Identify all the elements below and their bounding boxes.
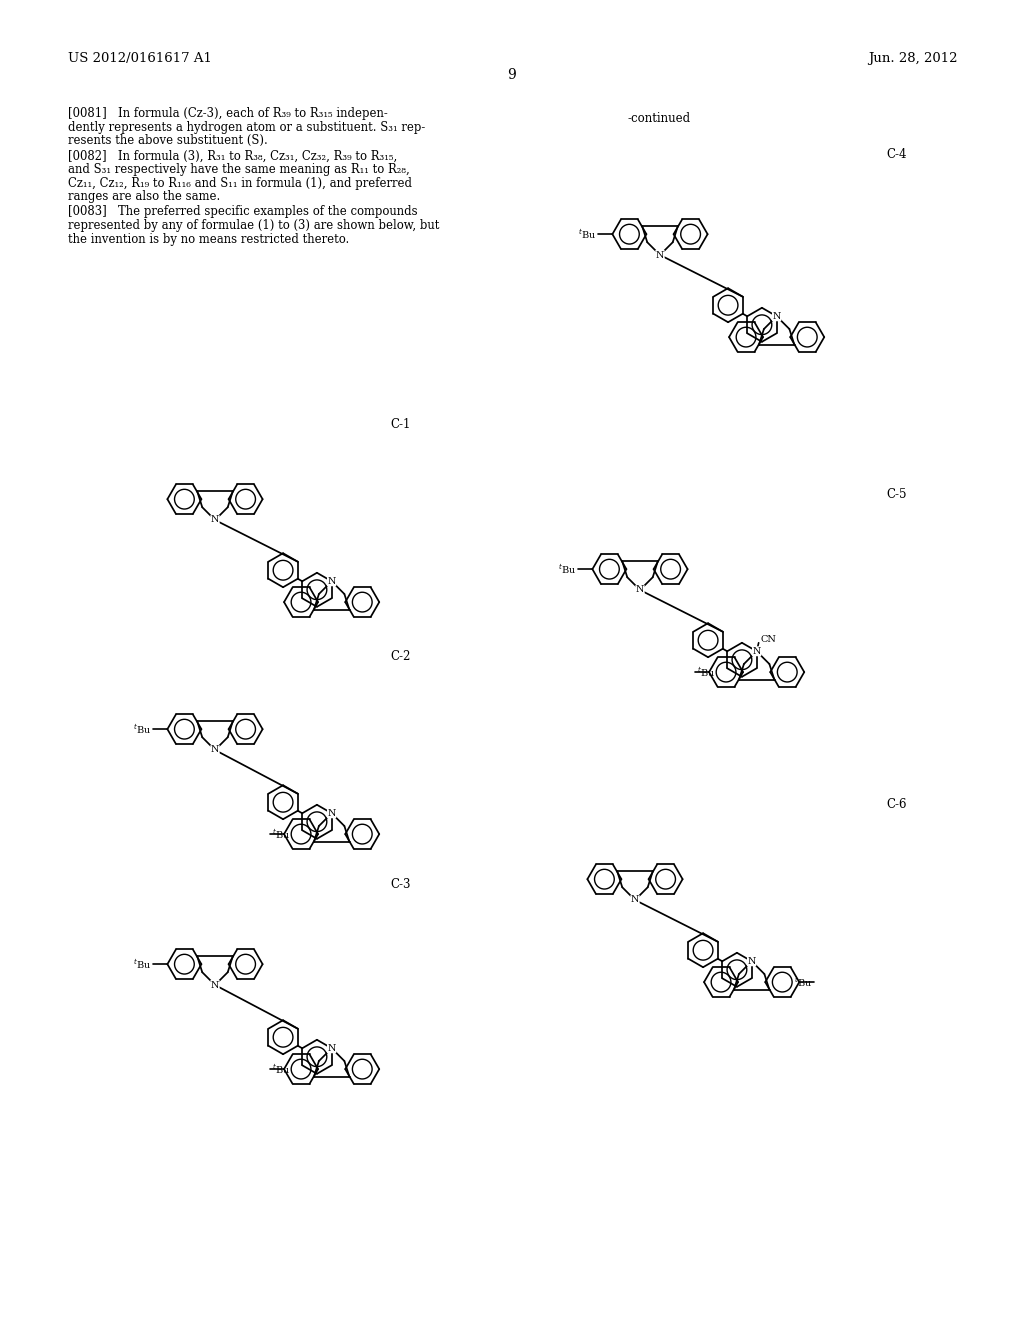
Text: N: N [655,251,665,260]
Text: $^t$Bu: $^t$Bu [696,665,715,678]
Text: Cz₁₁, Cz₁₂, R₁₉ to R₁₁₆ and S₁₁ in formula (1), and preferred: Cz₁₁, Cz₁₂, R₁₉ to R₁₁₆ and S₁₁ in formu… [68,177,412,190]
Text: $^t$Bu: $^t$Bu [794,975,812,989]
Text: C-2: C-2 [390,649,411,663]
Text: C-1: C-1 [390,418,411,432]
Text: N: N [328,809,336,818]
Text: C-5: C-5 [886,488,906,502]
Text: C-4: C-4 [886,148,906,161]
Text: N: N [328,1044,336,1053]
Text: Jun. 28, 2012: Jun. 28, 2012 [868,51,958,65]
Text: and S₃₁ respectively have the same meaning as R₁₁ to R₂₈,: and S₃₁ respectively have the same meani… [68,162,410,176]
Text: $^t$Bu: $^t$Bu [133,957,151,972]
Text: CN: CN [761,635,776,644]
Text: C-3: C-3 [390,878,411,891]
Text: N: N [748,957,756,966]
Text: the invention is by no means restricted thereto.: the invention is by no means restricted … [68,232,349,246]
Text: N: N [631,895,639,904]
Text: ranges are also the same.: ranges are also the same. [68,190,220,203]
Text: $^t$Bu: $^t$Bu [133,722,151,737]
Text: -continued: -continued [628,112,691,125]
Text: C-6: C-6 [886,799,906,810]
Text: dently represents a hydrogen atom or a substituent. S₃₁ rep-: dently represents a hydrogen atom or a s… [68,120,425,133]
Text: N: N [211,746,219,755]
Text: [0082]   In formula (3), R₃₁ to R₃₈, Cz₃₁, Cz₃₂, R₃₉ to R₃₁₅,: [0082] In formula (3), R₃₁ to R₃₈, Cz₃₁,… [68,149,397,162]
Text: $^t$Bu: $^t$Bu [558,562,575,576]
Text: [0083]   The preferred specific examples of the compounds: [0083] The preferred specific examples o… [68,206,418,219]
Text: [0081]   In formula (Cz-3), each of R₃₉ to R₃₁₅ indepen-: [0081] In formula (Cz-3), each of R₃₉ to… [68,107,388,120]
Text: $^t$Bu: $^t$Bu [271,1063,290,1076]
Text: N: N [211,981,219,990]
Text: N: N [753,647,761,656]
Text: $^t$Bu: $^t$Bu [271,828,290,841]
Text: represented by any of formulae (1) to (3) are shown below, but: represented by any of formulae (1) to (3… [68,219,439,232]
Text: resents the above substituent (S).: resents the above substituent (S). [68,135,267,147]
Text: 9: 9 [508,69,516,82]
Text: $^t$Bu: $^t$Bu [578,227,596,242]
Text: N: N [636,586,644,594]
Text: N: N [211,516,219,524]
Text: US 2012/0161617 A1: US 2012/0161617 A1 [68,51,212,65]
Text: N: N [772,312,781,321]
Text: N: N [328,577,336,586]
